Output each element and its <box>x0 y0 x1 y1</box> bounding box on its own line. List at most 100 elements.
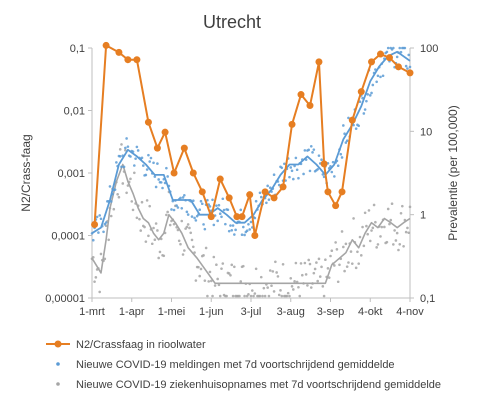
meldingen-point <box>381 74 385 78</box>
meldingen-point <box>365 99 368 103</box>
ziekenhuis-point <box>279 289 282 292</box>
meldingen-point <box>292 177 295 181</box>
ziekenhuis-point <box>191 245 195 249</box>
meldingen-point <box>126 145 130 148</box>
ziekenhuis-point <box>107 238 110 242</box>
ziekenhuis-point <box>342 245 345 249</box>
ziekenhuis-point <box>354 266 358 270</box>
meldingen-point <box>379 75 382 79</box>
ziekenhuis-point <box>156 229 159 232</box>
ziekenhuis-point <box>370 229 373 232</box>
ziekenhuis-point <box>347 261 350 264</box>
meldingen-point <box>203 227 207 231</box>
meldingen-point <box>248 228 252 231</box>
legend-label-meldingen: Nieuwe COVID-19 meldingen met 7d voortsc… <box>76 359 395 371</box>
ziekenhuis-point <box>138 217 141 221</box>
ziekenhuis-point <box>359 254 363 257</box>
meldingen-point <box>362 112 366 115</box>
ziekenhuis-point <box>209 279 213 283</box>
riool-point <box>270 194 278 202</box>
meldingen-point <box>230 229 234 232</box>
riool-point <box>246 191 254 199</box>
ziekenhuis-point <box>143 225 146 229</box>
ziekenhuis-point <box>289 277 293 280</box>
left-tick-label: 0,0001 <box>51 231 85 243</box>
left-tick-label: 0,001 <box>57 168 85 180</box>
ziekenhuis-point <box>304 273 308 276</box>
meldingen-point <box>222 208 226 212</box>
ziekenhuis-point <box>297 285 300 289</box>
ziekenhuis-point <box>267 294 271 298</box>
ziekenhuis-point <box>117 195 121 199</box>
riool-point <box>394 63 402 71</box>
meldingen-point <box>212 223 216 227</box>
riool-point <box>306 102 314 110</box>
meldingen-point <box>97 231 100 234</box>
ziekenhuis-point <box>148 204 152 208</box>
meldingen-point <box>144 173 148 177</box>
ziekenhuis-point <box>320 265 323 269</box>
ziekenhuis-point <box>380 225 384 229</box>
riool-line <box>93 44 411 237</box>
ziekenhuis-point <box>125 191 128 195</box>
ziekenhuis-point <box>215 263 218 267</box>
ziekenhuis-point <box>313 267 317 271</box>
y-axis-label-left: N2/Crass-faag <box>19 134 33 211</box>
ziekenhuis-point <box>168 223 172 227</box>
ziekenhuis-point <box>368 239 372 243</box>
plot-area <box>91 48 411 299</box>
meldingen-point <box>258 191 262 195</box>
ziekenhuis-point <box>268 269 272 272</box>
ziekenhuis-line <box>91 163 411 285</box>
ziekenhuis-point <box>286 291 290 295</box>
ziekenhuis-point <box>133 171 136 175</box>
riool-point <box>115 48 123 56</box>
ziekenhuis-point <box>250 289 254 292</box>
meldingen-point <box>221 197 225 201</box>
ziekenhuis-point <box>263 294 267 298</box>
ziekenhuis-point <box>252 294 255 298</box>
meldingen-point <box>297 176 300 180</box>
ziekenhuis-point <box>220 267 223 270</box>
ziekenhuis-point <box>292 288 295 291</box>
ziekenhuis-point <box>242 264 245 268</box>
ziekenhuis-point <box>183 249 186 252</box>
ziekenhuis-point <box>211 294 214 298</box>
riool-point <box>320 160 328 168</box>
ziekenhuis-point <box>93 280 96 283</box>
meldingen-point <box>185 210 189 214</box>
meldingen-point <box>181 196 185 199</box>
ziekenhuis-point <box>162 254 166 258</box>
ziekenhuis-point <box>181 253 185 256</box>
meldingen-point <box>330 170 334 174</box>
meldingen-point <box>218 212 222 216</box>
meldingen-point <box>245 229 249 233</box>
ziekenhuis-point <box>327 276 331 279</box>
meldingen-point <box>399 50 403 54</box>
left-tick-label: 0,1 <box>70 43 85 55</box>
meldingen-point <box>311 151 314 154</box>
ziekenhuis-point <box>112 207 116 211</box>
ziekenhuis-point <box>389 218 393 222</box>
meldingen-point <box>395 55 399 59</box>
meldingen-point <box>152 161 155 165</box>
meldingen-point <box>357 124 361 128</box>
ziekenhuis-point <box>374 220 377 224</box>
riool-point <box>198 188 206 196</box>
left-tick-label: 0,00001 <box>45 293 85 305</box>
meldingen-point <box>211 198 214 202</box>
ziekenhuis-point <box>145 199 149 202</box>
ziekenhuis-point <box>135 216 139 220</box>
ziekenhuis-point <box>408 205 412 209</box>
ziekenhuis-point <box>336 280 340 284</box>
ziekenhuis-point <box>121 182 125 185</box>
meldingen-point <box>289 166 293 169</box>
ziekenhuis-point <box>165 213 168 217</box>
ziekenhuis-point <box>388 222 391 226</box>
ziekenhuis-point <box>306 284 309 287</box>
meldingen-point <box>156 162 159 165</box>
x-tick-label: 3-aug <box>277 306 305 318</box>
meldingen-point <box>217 203 221 207</box>
meldingen-point <box>229 224 232 227</box>
